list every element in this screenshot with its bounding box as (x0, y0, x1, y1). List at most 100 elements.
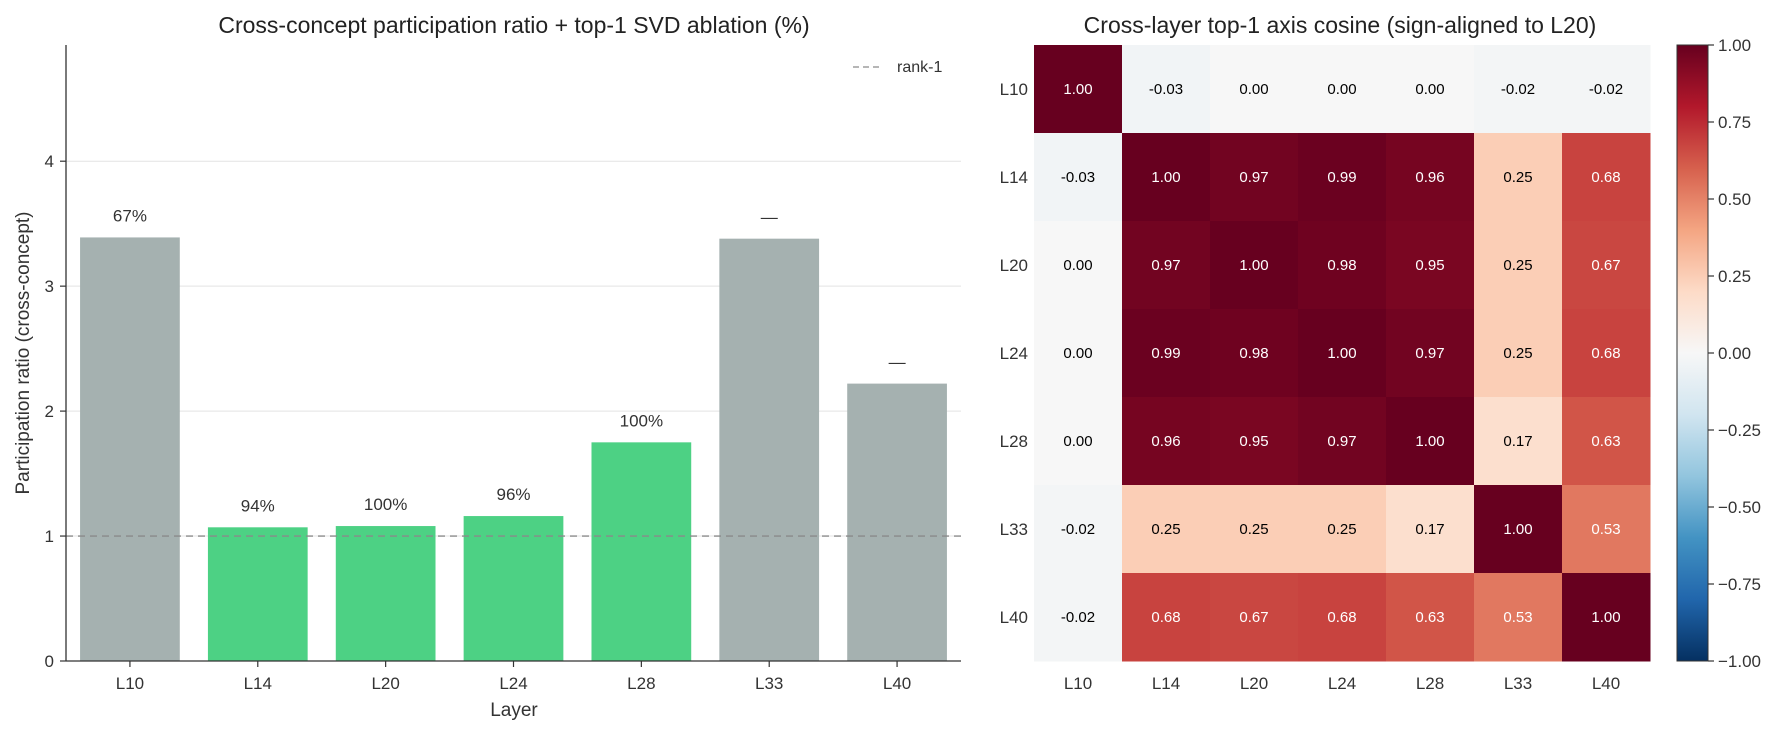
heatmap-cell (1474, 45, 1563, 134)
bar-l40 (847, 383, 947, 661)
heatmap-cell-label: -0.03 (1061, 169, 1095, 186)
heatmap-cell (1210, 133, 1299, 222)
y-tick-label: 1 (45, 527, 54, 546)
heatmap-col-label: L28 (1416, 674, 1444, 693)
heatmap-cell-label: 0.68 (1327, 609, 1356, 626)
bar-chart-x-ticks: L10 L14 L20 L24 L28 L33 L40 (116, 661, 911, 693)
bar-l10 (80, 237, 180, 661)
heatmap-cell (1386, 133, 1475, 222)
heatmap-cell (1386, 573, 1475, 662)
heatmap-cell-label: 0.00 (1063, 345, 1092, 362)
heatmap-cell-label: 0.00 (1239, 81, 1268, 98)
bar-value-label: 94% (241, 496, 275, 515)
heatmap-cell-label: 1.00 (1063, 81, 1092, 98)
heatmap-cell-label: 0.68 (1591, 169, 1620, 186)
heatmap-cell (1122, 397, 1211, 486)
heatmap-col-label: L40 (1592, 674, 1620, 693)
heatmap-row-labels: L10 L14 L20 L24 L28 L33 L40 (1000, 80, 1028, 627)
heatmap-cell (1474, 221, 1563, 310)
colorbar-tick-label: 0.25 (1718, 267, 1751, 286)
heatmap-cell (1210, 45, 1299, 134)
heatmap-cell-label: 0.99 (1327, 169, 1356, 186)
heatmap-cell (1386, 309, 1475, 398)
heatmap-cell (1034, 309, 1123, 398)
heatmap-cell (1386, 45, 1475, 134)
heatmap-cell-label: 0.63 (1415, 609, 1444, 626)
bar-l24 (463, 516, 564, 661)
colorbar: 1.00 0.75 0.50 0.25 0.00 −0.25 −0.50 −0.75 −1.00 (1676, 36, 1761, 671)
x-tick-label: L14 (244, 674, 272, 693)
heatmap-col-label: L33 (1504, 674, 1532, 693)
heatmap-cell (1210, 573, 1299, 662)
heatmap-cell-label: 0.00 (1415, 81, 1444, 98)
heatmap-cell (1386, 397, 1475, 486)
heatmap-cell (1474, 133, 1563, 222)
heatmap-cell-label: 0.53 (1591, 521, 1620, 538)
colorbar-tick-label: 0.75 (1718, 113, 1751, 132)
x-tick-label: L40 (883, 674, 911, 693)
heatmap-column-labels: L10 L14 L20 L24 L28 L33 L40 (1064, 674, 1620, 693)
heatmap-cell-label: 0.53 (1503, 609, 1532, 626)
heatmap-col-label: L14 (1152, 674, 1180, 693)
y-tick-label: 4 (45, 152, 54, 171)
heatmap-row-label: L14 (1000, 168, 1028, 187)
heatmap-cell-label: 0.25 (1503, 345, 1532, 362)
colorbar-tick-label: 1.00 (1718, 36, 1751, 55)
bar-value-label: 100% (620, 411, 663, 430)
heatmap-cell-label: 1.00 (1327, 345, 1356, 362)
heatmap-cell-label: 0.00 (1063, 257, 1092, 274)
heatmap-row-label: L20 (1000, 256, 1028, 275)
bar-value-label: 96% (496, 485, 530, 504)
heatmap-row-label: L33 (1000, 520, 1028, 539)
heatmap-cell-label: -0.03 (1149, 81, 1183, 98)
colorbar-tick-label: −0.50 (1718, 498, 1761, 517)
heatmap-cell-label: 0.17 (1503, 433, 1532, 450)
heatmap-cell (1474, 485, 1563, 574)
heatmap-cell (1474, 573, 1563, 662)
heatmap-cell-label: 0.97 (1327, 433, 1356, 450)
heatmap-cell-label: 0.00 (1063, 433, 1092, 450)
heatmap-cell-label: 0.25 (1151, 521, 1180, 538)
heatmap-row-label: L10 (1000, 80, 1028, 99)
heatmap-cell-label: 0.97 (1151, 257, 1180, 274)
heatmap-cell-label: 0.67 (1239, 609, 1268, 626)
bar-chart-y-axis-label: Participation ratio (cross-concept) (13, 212, 34, 495)
heatmap-cell (1298, 309, 1387, 398)
heatmap-cell (1034, 133, 1123, 222)
bar-chart: Cross-concept participation ratio + top-… (13, 12, 961, 721)
heatmap-row-label: L28 (1000, 432, 1028, 451)
heatmap-cell-label: 1.00 (1415, 433, 1444, 450)
heatmap-cell-label: 0.25 (1503, 257, 1532, 274)
heatmap-cell (1210, 485, 1299, 574)
heatmap-cell-label: 0.25 (1239, 521, 1268, 538)
bar-value-label: 67% (113, 206, 147, 225)
heatmap-cell (1210, 221, 1299, 310)
heatmap-cell-label: 0.67 (1591, 257, 1620, 274)
colorbar-ticks: 1.00 0.75 0.50 0.25 0.00 −0.25 −0.50 −0.75 −1.00 (1708, 36, 1761, 671)
bar-chart-bars (80, 237, 947, 662)
heatmap-cell (1562, 45, 1651, 134)
heatmap-cell (1210, 397, 1299, 486)
heatmap-cell-label: 0.00 (1327, 81, 1356, 98)
heatmap-cell-label: -0.02 (1061, 521, 1095, 538)
heatmap-cell (1122, 133, 1211, 222)
heatmap-cell (1386, 485, 1475, 574)
heatmap-cell (1562, 133, 1651, 222)
heatmap-cell (1034, 221, 1123, 310)
y-tick-label: 2 (45, 402, 54, 421)
heatmap-cells (1034, 45, 1651, 662)
heatmap-cell-label: 0.68 (1591, 345, 1620, 362)
bar-value-label: — (761, 208, 778, 227)
heatmap-cell (1034, 573, 1123, 662)
heatmap-cell-label: -0.02 (1589, 81, 1623, 98)
heatmap-cell (1562, 485, 1651, 574)
heatmap-cell-label: 0.95 (1415, 257, 1444, 274)
heatmap-cell (1122, 573, 1211, 662)
colorbar-gradient (1676, 44, 1709, 662)
colorbar-tick-label: −1.00 (1718, 652, 1761, 671)
heatmap-cell-label: 0.17 (1415, 521, 1444, 538)
heatmap-cell-label: 0.98 (1239, 345, 1268, 362)
x-tick-label: L24 (499, 674, 527, 693)
heatmap-cell (1386, 221, 1475, 310)
bar-l33 (719, 238, 820, 662)
